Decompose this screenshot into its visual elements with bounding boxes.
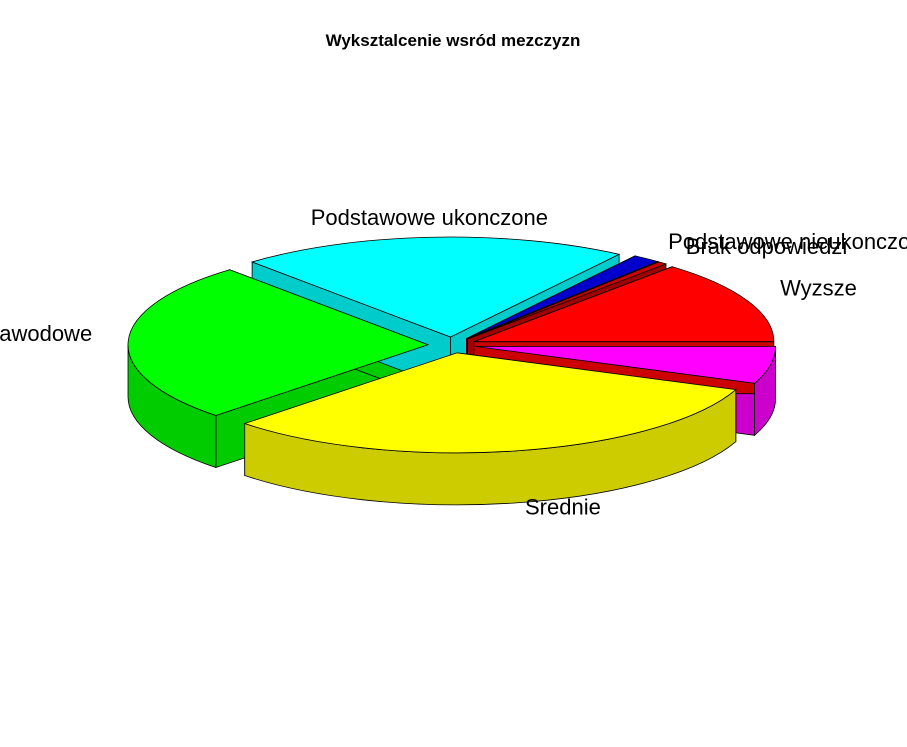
chart-title: Wyksztalcenie wsród mezczyzn bbox=[326, 31, 581, 50]
slice-top-podstawowe-nieukonczone bbox=[466, 255, 659, 339]
slice-label: Wyzsze bbox=[780, 276, 857, 301]
slice-label: Podstawowe nieukonczone bbox=[668, 229, 907, 254]
slice-top-srednie bbox=[243, 352, 737, 454]
slice-top-brak-odpowiedzi bbox=[467, 261, 668, 340]
slice-label: Zasadnicze zawodowe bbox=[0, 321, 92, 346]
slice-label: Srednie bbox=[525, 495, 601, 520]
slice-tops bbox=[127, 236, 776, 454]
slice-top-unlabeled bbox=[475, 346, 776, 384]
slice-top-podstawowe-ukonczone bbox=[250, 236, 621, 338]
slice-label: Podstawowe ukonczone bbox=[311, 205, 548, 230]
slice-top-zasadnicze-zawodowe bbox=[127, 269, 430, 416]
slice-label: Brak odpowiedzi bbox=[686, 234, 847, 259]
slice-top-wyzsze bbox=[473, 266, 775, 343]
